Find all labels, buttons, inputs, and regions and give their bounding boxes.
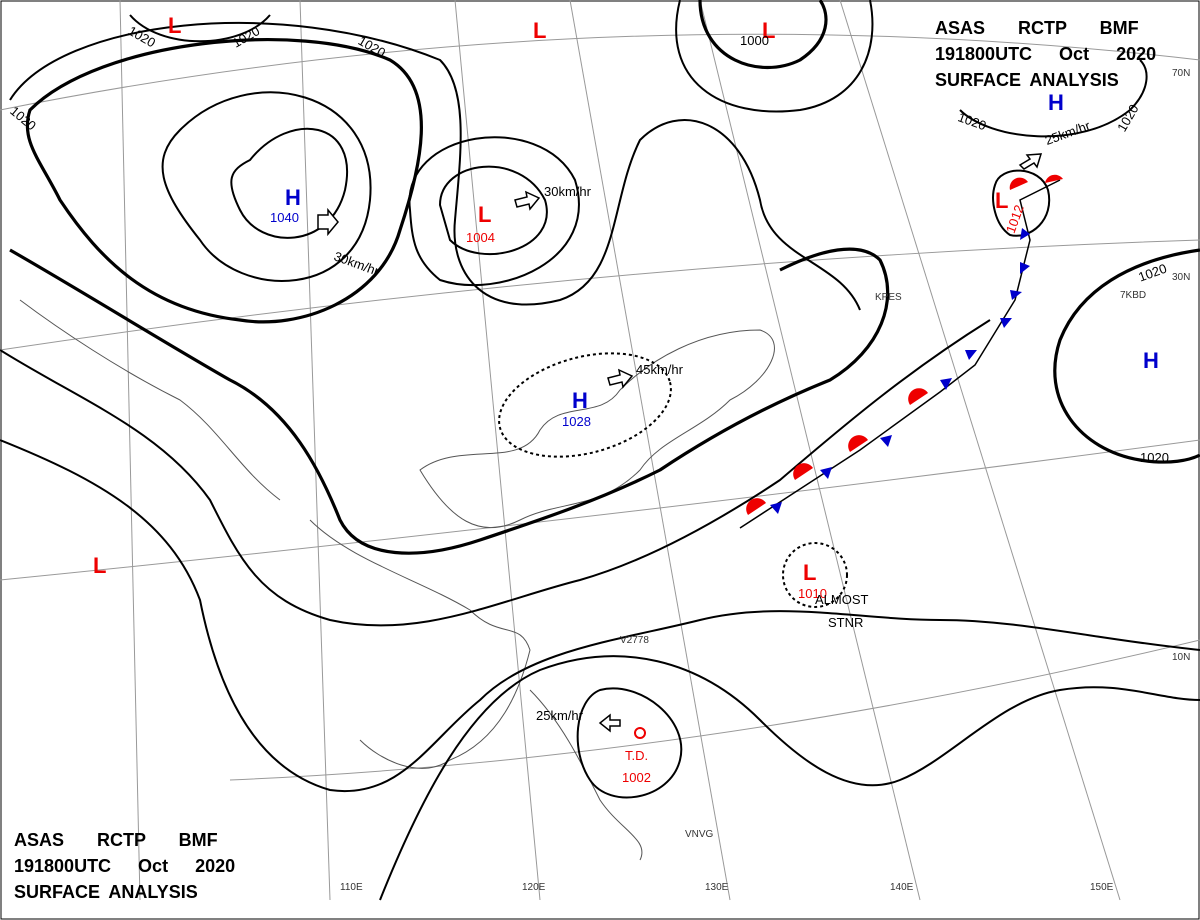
lat-line (0, 239, 1200, 351)
isobar (25, 38, 423, 324)
center-symbol: H (1143, 348, 1159, 373)
center-value: 1010 (798, 586, 827, 601)
lat-label: 70N (1172, 68, 1190, 79)
station-id: 7KBD (1120, 290, 1146, 301)
center-symbol: H (572, 388, 588, 413)
center-symbol: H (1048, 90, 1064, 115)
isobar (161, 91, 372, 282)
coast (419, 329, 775, 529)
coast (309, 519, 531, 769)
center-value: 1028 (562, 414, 591, 429)
header-line: 191800UTC Oct 2020 (935, 44, 1156, 64)
header-line: ASAS RCTP BMF (935, 18, 1139, 38)
header-line: SURFACE ANALYSIS (14, 882, 198, 902)
dotted-isobar (498, 352, 672, 458)
isobar (9, 247, 890, 555)
isobar-label: 1020 (1140, 450, 1169, 465)
lon-label: 110E (340, 882, 363, 893)
lon-label: 130E (705, 882, 729, 893)
lat-line (229, 639, 1200, 781)
annotations: T.D. ALMOST STNR (625, 592, 869, 763)
lon-line (454, 0, 541, 901)
lon-line (569, 0, 731, 901)
isobar (129, 14, 271, 43)
lon-label: 150E (1090, 882, 1114, 893)
lat-line (0, 439, 1200, 581)
high-pressure-areas (498, 352, 848, 608)
stationary-label: ALMOST (815, 592, 869, 607)
center-symbol: L (93, 553, 106, 578)
isobar (438, 165, 548, 255)
center-symbol: L (803, 560, 816, 585)
motion-label: 30km/hr (544, 184, 592, 199)
lon-line (299, 0, 331, 901)
graticule (0, 0, 1200, 901)
header-line: SURFACE ANALYSIS (935, 70, 1119, 90)
isobar (9, 21, 861, 311)
td-label: T.D. (625, 748, 648, 763)
lon-label: 140E (890, 882, 914, 893)
motion-label: 45km/hr (636, 362, 684, 377)
lat-label: 10N (1172, 652, 1190, 663)
center-symbol: L (995, 188, 1008, 213)
arrow (514, 190, 541, 211)
arrow (1018, 153, 1043, 170)
isobar (408, 136, 580, 287)
isobar-label: 1000 (740, 33, 769, 48)
lat-label: 30N (1172, 272, 1190, 283)
front-line (739, 179, 1061, 529)
header-line: ASAS RCTP BMF (14, 830, 218, 850)
center-symbol: L (762, 18, 775, 43)
motion-arrows (317, 153, 1043, 733)
isobar (675, 0, 874, 113)
center-symbol: L (478, 202, 491, 227)
isobar (0, 439, 1200, 793)
isobar (576, 687, 683, 799)
station-id: KPES (875, 292, 902, 303)
dotted-isobar (782, 542, 848, 608)
coastlines (19, 299, 775, 861)
coast (19, 299, 281, 501)
center-symbol: L (168, 13, 181, 38)
isobar (1053, 248, 1200, 464)
stations: KPES VNVG V2778 7KBD (620, 290, 1146, 840)
center-symbol: H (285, 185, 301, 210)
station-id: V2778 (620, 635, 649, 646)
arrow (598, 713, 621, 733)
lon-label: 120E (522, 882, 546, 893)
isobar (0, 319, 991, 627)
arrow (317, 207, 339, 237)
isobar (698, 0, 828, 70)
center-value: 1004 (466, 230, 495, 245)
center-symbol: L (533, 18, 546, 43)
center-value: 1040 (270, 210, 299, 225)
td-symbol (634, 727, 646, 739)
header-line: 191800UTC Oct 2020 (14, 856, 235, 876)
motion-label: 25km/hr (536, 708, 584, 723)
isobar (959, 59, 1148, 138)
isobar (379, 655, 1200, 901)
isobars (0, 0, 1200, 901)
coast (529, 689, 643, 861)
stationary-label: STNR (828, 615, 863, 630)
center-value: 1002 (622, 770, 651, 785)
lon-line (839, 0, 1121, 901)
arrow (607, 368, 634, 389)
isobar (992, 169, 1051, 237)
headers: ASAS RCTP BMF 191800UTC Oct 2020 SURFACE… (14, 18, 1156, 902)
lat-line (0, 33, 1200, 111)
lon-line (119, 0, 141, 901)
station-id: VNVG (685, 829, 714, 840)
stationary-front (739, 174, 1063, 529)
grid-labels: 70N 30N 10N 110E 120E 130E 140E 150E (340, 68, 1190, 893)
